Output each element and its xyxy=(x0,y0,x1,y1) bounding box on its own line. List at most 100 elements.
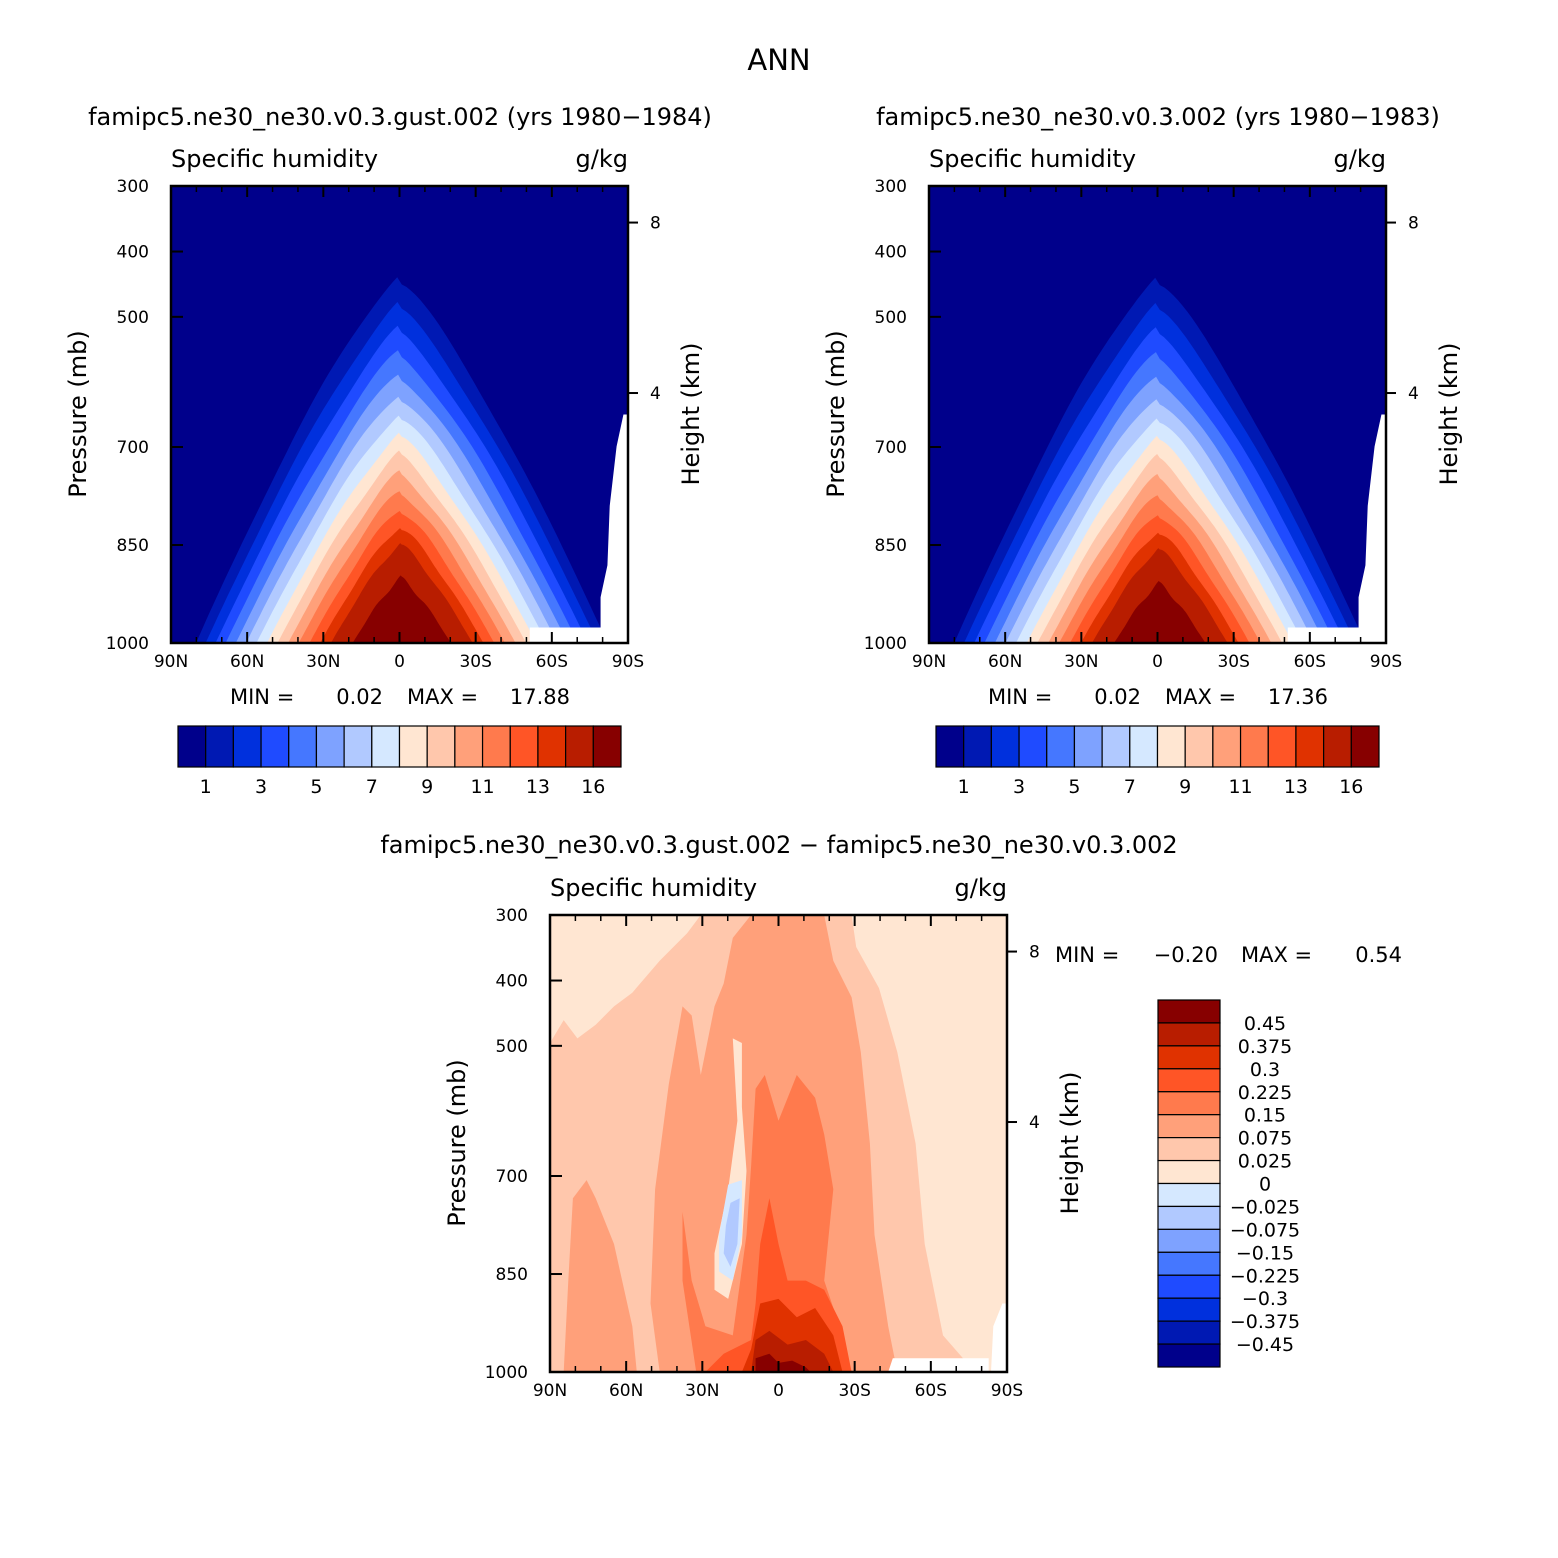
y-tick-label: 400 xyxy=(496,972,528,992)
panel-difference: famipc5.ne30_ne30.v0.3.gust.002 − famipc… xyxy=(380,831,1402,1401)
colorbar-swatch xyxy=(1157,1297,1221,1322)
y-tick-label: 850 xyxy=(875,536,907,556)
panel-case-title: famipc5.ne30_ne30.v0.3.002 (yrs 1980−198… xyxy=(876,103,1440,131)
height-tick-label: 4 xyxy=(650,384,661,404)
colorbar-swatch xyxy=(1239,725,1269,768)
plot-axes: 90N 60N 30N 0 30S 60S 90S 300 400 500 700 850 1000 8 4 xyxy=(864,177,1419,672)
colorbar-swatch xyxy=(1157,1182,1221,1208)
x-tick-label: 0 xyxy=(773,1381,784,1401)
panel-control: famipc5.ne30_ne30.v0.3.002 (yrs 1980−198… xyxy=(822,103,1463,798)
colorbar-swatch xyxy=(1157,999,1221,1024)
colorbar-label: 9 xyxy=(1179,776,1191,798)
colorbar-swatch xyxy=(537,725,567,768)
colorbar-label: 13 xyxy=(526,776,550,798)
x-tick-label: 90N xyxy=(154,652,188,672)
colorbar-swatch xyxy=(1129,725,1159,768)
colorbar-swatch xyxy=(1157,1343,1221,1368)
colorbar-label: 0.375 xyxy=(1238,1036,1292,1058)
height-tick-label: 8 xyxy=(1408,214,1419,234)
x-tick-label: 60S xyxy=(1294,652,1326,672)
colorbar: 1 3 5 7 9 11 13 16 xyxy=(177,725,622,798)
contour-band xyxy=(563,1180,637,1372)
axis-y2label: Height (km) xyxy=(1056,1072,1084,1215)
colorbar-swatch xyxy=(1157,1320,1221,1345)
x-tick-label: 0 xyxy=(394,652,405,672)
colorbar-swatch xyxy=(454,725,484,768)
colorbar-label: 11 xyxy=(1228,776,1252,798)
plot-axes: 90N 60N 30N 0 30S 60S 90S 300 400 500 700 850 1000 8 4 xyxy=(485,906,1040,1401)
x-tick-label: 30N xyxy=(306,652,340,672)
colorbar-swatch xyxy=(935,725,965,768)
height-tick-label: 4 xyxy=(1029,1113,1040,1133)
colorbar-swatch xyxy=(1157,1205,1221,1230)
x-tick-label: 60S xyxy=(536,652,568,672)
x-tick-label: 30S xyxy=(459,652,491,672)
colorbar-swatch xyxy=(1157,1114,1221,1139)
colorbar-swatch xyxy=(1156,725,1186,768)
colorbar-label: −0.45 xyxy=(1236,1334,1294,1356)
x-tick-label: 30S xyxy=(838,1381,870,1401)
colorbar-swatch xyxy=(1157,1228,1221,1253)
colorbar-swatch xyxy=(1157,1091,1221,1116)
contour-field xyxy=(929,186,1386,643)
x-tick-label: 90S xyxy=(612,652,644,672)
colorbar-swatch xyxy=(371,725,401,768)
colorbar-label: 0.225 xyxy=(1238,1082,1292,1104)
y-tick-label: 850 xyxy=(496,1265,528,1285)
colorbar-swatch xyxy=(1018,725,1048,768)
panel-case-title: famipc5.ne30_ne30.v0.3.gust.002 − famipc… xyxy=(380,831,1177,859)
max-label: MAX = xyxy=(1165,685,1236,709)
y-tick-label: 300 xyxy=(117,177,149,197)
contour-field xyxy=(550,915,1007,1372)
colorbar-label: 13 xyxy=(1284,776,1308,798)
panel-units: g/kg xyxy=(576,145,628,173)
colorbar: 1 3 5 7 9 11 13 16 xyxy=(935,725,1380,798)
colorbar-swatch xyxy=(1157,1159,1221,1185)
y-tick-label: 500 xyxy=(117,308,149,328)
panel-variable: Specific humidity xyxy=(550,874,757,902)
colorbar-swatch xyxy=(963,725,992,768)
colorbar-label: −0.025 xyxy=(1230,1196,1300,1218)
colorbar: 0.450.3750.30.2250.150.0750.0250−0.025−0… xyxy=(1157,999,1300,1368)
min-label: MIN = xyxy=(1055,943,1119,967)
x-tick-label: 60N xyxy=(988,652,1022,672)
colorbar-swatch xyxy=(1323,725,1352,768)
height-tick-label: 4 xyxy=(1408,384,1419,404)
x-tick-label: 30N xyxy=(1064,652,1098,672)
colorbar-swatch xyxy=(481,725,511,768)
colorbar-swatch xyxy=(1267,725,1297,768)
colorbar-swatch xyxy=(1157,1045,1221,1070)
colorbar-swatch xyxy=(398,725,428,768)
max-label: MAX = xyxy=(407,685,478,709)
colorbar-label: −0.225 xyxy=(1230,1265,1300,1287)
colorbar-swatch xyxy=(205,725,234,768)
y-tick-label: 700 xyxy=(496,1167,528,1187)
colorbar-swatch xyxy=(1295,725,1325,768)
y-tick-label: 400 xyxy=(117,243,149,263)
colorbar-swatch xyxy=(1157,1274,1221,1299)
colorbar-label: 0 xyxy=(1259,1174,1271,1196)
colorbar-label: 9 xyxy=(421,776,433,798)
x-tick-label: 90N xyxy=(912,652,946,672)
plot-axes: 90N 60N 30N 0 30S 60S 90S 300 400 500 700 850 1000 8 4 xyxy=(106,177,661,672)
contour-band xyxy=(888,1358,989,1372)
max-value: 17.36 xyxy=(1268,685,1328,709)
contour-field xyxy=(171,186,628,643)
colorbar-swatch xyxy=(1157,1137,1221,1162)
colorbar-label: 7 xyxy=(366,776,378,798)
colorbar-label: 16 xyxy=(581,776,605,798)
colorbar-label: 0.15 xyxy=(1244,1105,1286,1127)
y-tick-label: 700 xyxy=(117,438,149,458)
max-label: MAX = xyxy=(1241,943,1312,967)
colorbar-label: 5 xyxy=(310,776,322,798)
x-tick-label: 60N xyxy=(230,652,264,672)
x-tick-label: 0 xyxy=(1152,652,1163,672)
panel-test: famipc5.ne30_ne30.v0.3.gust.002 (yrs 198… xyxy=(64,103,712,798)
colorbar-label: 3 xyxy=(255,776,267,798)
colorbar-swatch xyxy=(592,725,622,768)
colorbar-swatch xyxy=(343,725,373,768)
max-value: 0.54 xyxy=(1355,943,1402,967)
min-label: MIN = xyxy=(988,685,1052,709)
colorbar-swatch xyxy=(1350,725,1380,768)
colorbar-swatch xyxy=(1157,1068,1221,1093)
